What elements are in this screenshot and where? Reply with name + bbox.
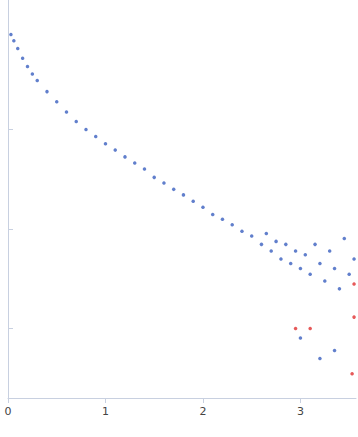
svg-text:1: 1 (102, 405, 109, 418)
svg-text:0: 0 (5, 405, 12, 418)
svg-text:3: 3 (297, 405, 304, 418)
svg-text:2: 2 (199, 405, 206, 418)
